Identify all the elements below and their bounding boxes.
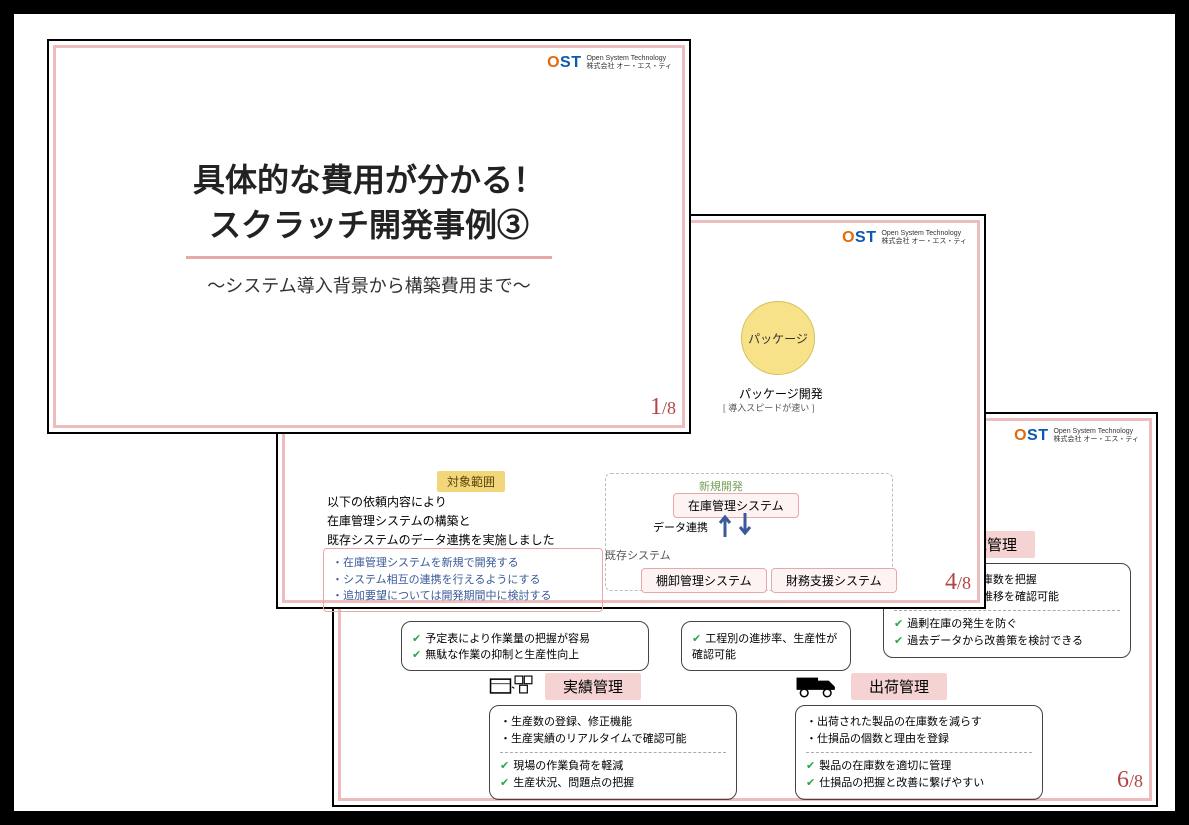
requirements-box: ・在庫管理システムを新規で開発する ・システム相互の連携を行えるようにする ・追… bbox=[323, 548, 603, 612]
page-number-1: 1/8 bbox=[650, 394, 676, 421]
slide-1-subtitle: 〜システム導入背景から構築費用まで〜 bbox=[56, 272, 682, 298]
logo-mark: OST bbox=[1014, 427, 1048, 445]
card-body-jisseki: 生産数の登録、修正機能 生産実績のリアルタイムで確認可能 ✔現場の作業負荷を軽減… bbox=[489, 705, 737, 800]
package-sub: [ 導入スピードが速い ] bbox=[723, 401, 815, 414]
datalink-label: データ連携 bbox=[653, 519, 708, 535]
yotei-c1: ✔予定表により作業量の把握が容易 bbox=[412, 630, 638, 646]
logo-subtext: Open System Technology株式会社 オー・エス・ティ bbox=[881, 230, 967, 245]
logo-mark: OST bbox=[842, 229, 876, 247]
shukka-c2: ✔仕損品の把握と改善に繋げやすい bbox=[806, 775, 1032, 792]
existing-label: 既存システム bbox=[605, 547, 671, 563]
box-tana-system: 棚卸管理システム bbox=[641, 568, 767, 593]
jisseki-r1: 生産数の登録、修正機能 bbox=[500, 714, 726, 731]
request-body: 以下の依頼内容により 在庫管理システムの構築と 既存システムのデータ連携を実施し… bbox=[327, 493, 555, 551]
page-number-4: 4/8 bbox=[945, 569, 971, 596]
jisseki-r2: 生産実績のリアルタイムで確認可能 bbox=[500, 731, 726, 748]
logo: OST Open System Technology株式会社 オー・エス・ティ bbox=[547, 54, 672, 72]
package-circle: パッケージ bbox=[741, 301, 815, 375]
zaiko-c2: ✔過去データから改善策を検討できる bbox=[894, 633, 1120, 650]
package-heading: パッケージ開発 bbox=[739, 385, 823, 402]
req1: ・在庫管理システムを新規で開発する bbox=[332, 555, 594, 572]
logo-mark: OST bbox=[547, 54, 581, 72]
logo: OST Open System Technology株式会社 オー・エス・ティ bbox=[842, 229, 967, 247]
card-shukka: 出荷管理 出荷された製品の在庫数を減らす 仕損品の個数と理由を登録 ✔製品の在庫… bbox=[795, 671, 1043, 800]
req3: ・追加要望については開発期間中に検討する bbox=[332, 588, 594, 605]
logo-subtext: Open System Technology株式会社 オー・エス・ティ bbox=[586, 55, 672, 70]
title-underline bbox=[186, 256, 552, 259]
jisseki-c2: ✔生産状況、問題点の把握 bbox=[500, 775, 726, 792]
jisseki-c1: ✔現場の作業負荷を軽減 bbox=[500, 758, 726, 775]
shukka-r2: 仕損品の個数と理由を登録 bbox=[806, 731, 1032, 748]
truck-icon bbox=[795, 671, 841, 701]
zaiko-c1: ✔過剰在庫の発生を防ぐ bbox=[894, 616, 1120, 633]
logo: OST Open System Technology株式会社 オー・エス・ティ bbox=[1014, 427, 1139, 445]
card-title-shukka: 出荷管理 bbox=[851, 673, 947, 700]
slide-1-title: 具体的な費用が分かる！ スクラッチ開発事例③ bbox=[56, 158, 682, 248]
shukka-r1: 出荷された製品の在庫数を減らす bbox=[806, 714, 1032, 731]
card-title-jisseki: 実績管理 bbox=[545, 673, 641, 700]
card-body-shukka: 出荷された製品の在庫数を減らす 仕損品の個数と理由を登録 ✔製品の在庫数を適切に… bbox=[795, 705, 1043, 800]
card-body-yotei: ✔予定表により作業量の把握が容易 ✔無駄な作業の抑制と生産性向上 bbox=[401, 621, 649, 671]
scope-badge: 対象範囲 bbox=[437, 471, 505, 492]
box-zaimu-system: 財務支援システム bbox=[771, 568, 897, 593]
kotei-c1: ✔工程別の進捗率、生産性が確認可能 bbox=[692, 630, 840, 662]
link-arrows-icon bbox=[717, 513, 753, 537]
logo-subtext: Open System Technology株式会社 オー・エス・ティ bbox=[1053, 428, 1139, 443]
newdev-label: 新規開発 bbox=[699, 478, 743, 494]
slide-1-frame: OST Open System Technology株式会社 オー・エス・ティ … bbox=[53, 45, 685, 428]
canvas: OST Open System Technology株式会社 オー・エス・ティ … bbox=[14, 14, 1175, 811]
results-icon bbox=[489, 671, 535, 701]
shukka-c1: ✔製品の在庫数を適切に管理 bbox=[806, 758, 1032, 775]
card-body-kotei: ✔工程別の進捗率、生産性が確認可能 bbox=[681, 621, 851, 671]
yotei-c2: ✔無駄な作業の抑制と生産性向上 bbox=[412, 646, 638, 662]
req2: ・システム相互の連携を行えるようにする bbox=[332, 572, 594, 589]
card-jisseki: 実績管理 生産数の登録、修正機能 生産実績のリアルタイムで確認可能 ✔現場の作業… bbox=[489, 671, 737, 800]
page-number-6: 6/8 bbox=[1117, 767, 1143, 794]
slide-1: OST Open System Technology株式会社 オー・エス・ティ … bbox=[47, 39, 691, 434]
